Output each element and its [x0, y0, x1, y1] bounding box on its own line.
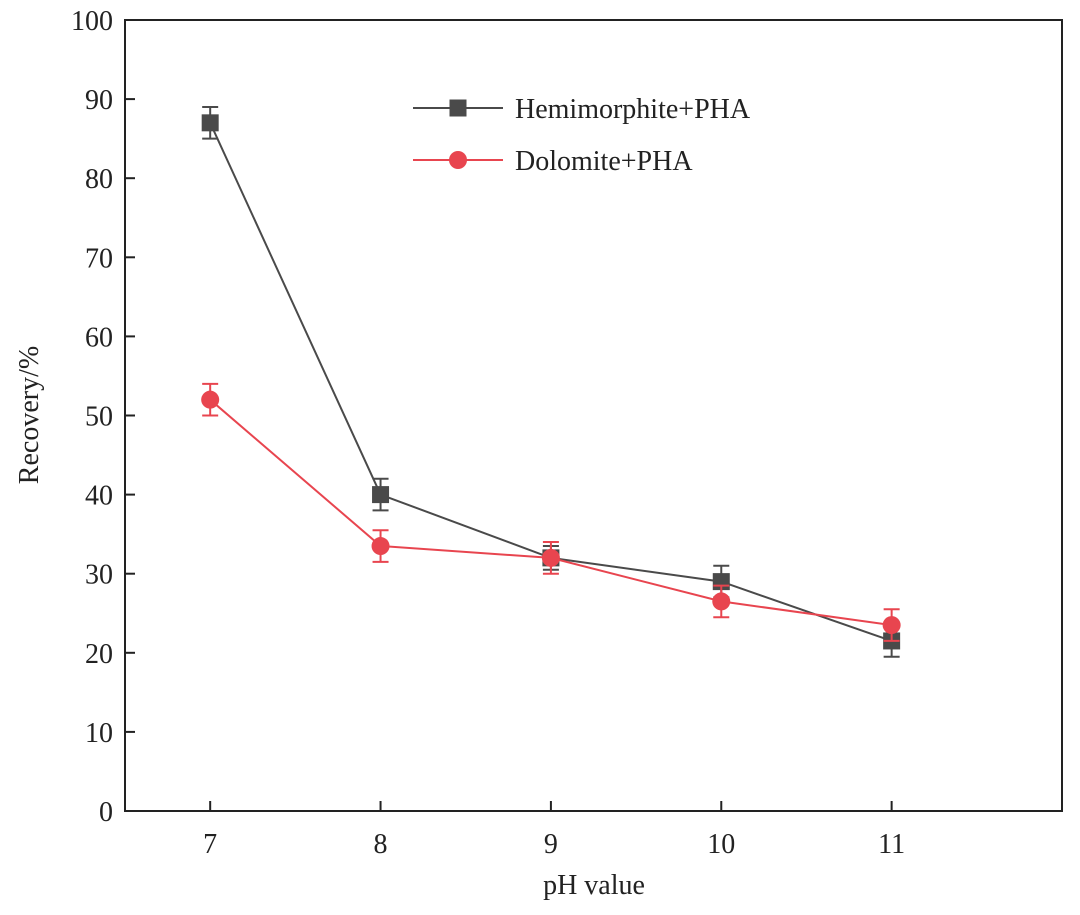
y-tick-label: 80 [85, 164, 113, 195]
y-tick-label: 10 [85, 718, 113, 749]
y-tick-label: 100 [71, 6, 113, 37]
y-tick-label: 90 [85, 85, 113, 116]
x-tick-label: 7 [203, 829, 217, 860]
x-axis-title: pH value [543, 870, 645, 901]
legend-marker [449, 151, 467, 169]
data-point [712, 592, 731, 611]
legend-marker [449, 99, 467, 117]
y-tick-label: 70 [85, 243, 113, 274]
y-tick-label: 0 [99, 797, 113, 828]
data-point [541, 548, 560, 567]
data-point [372, 486, 390, 504]
y-axis: 0 10 20 30 40 50 60 70 80 90 100 [71, 6, 135, 828]
x-axis: 7 8 9 10 11 [203, 801, 905, 860]
series-line [209, 398, 892, 627]
data-point [201, 114, 219, 132]
series-layer [201, 106, 901, 658]
y-tick-label: 60 [85, 322, 113, 353]
x-tick-label: 9 [544, 829, 558, 860]
x-tick-label: 10 [707, 829, 735, 860]
y-axis-title: Recovery/% [14, 346, 45, 484]
plot-frame [124, 19, 1063, 812]
legend: Hemimorphite+PHA Dolomite+PHA [413, 94, 751, 177]
series-dolomite-pha [201, 382, 901, 642]
data-point [371, 537, 390, 556]
y-tick-label: 40 [85, 481, 113, 512]
x-tick-label: 8 [374, 829, 388, 860]
legend-label: Dolomite+PHA [515, 146, 693, 177]
x-tick-label: 11 [878, 829, 905, 860]
y-tick-label: 30 [85, 560, 113, 591]
data-point [201, 390, 220, 409]
legend-label: Hemimorphite+PHA [515, 94, 751, 125]
y-tick-label: 50 [85, 402, 113, 433]
data-point [882, 616, 901, 635]
y-tick-label: 20 [85, 639, 113, 670]
